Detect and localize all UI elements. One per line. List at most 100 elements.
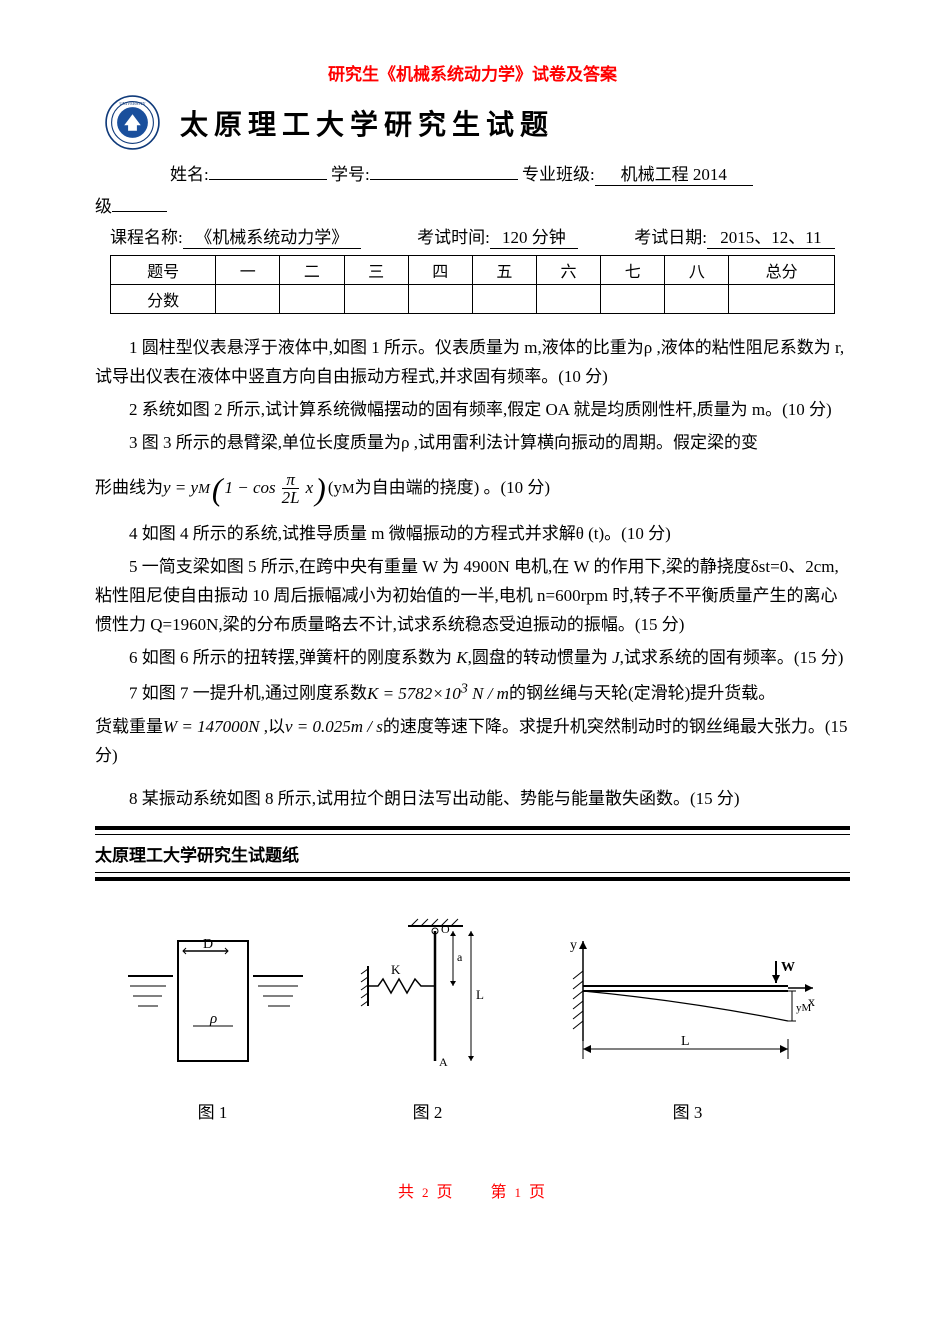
table-row: 题号 一 二 三 四 五 六 七 八 总分	[111, 256, 835, 285]
footer-total-label: 共	[398, 1184, 416, 1201]
duration-block: 考试时间:120 分钟	[417, 223, 578, 249]
td-blank[interactable]	[344, 285, 408, 314]
q6-K: K	[456, 648, 467, 667]
student-info-line: 姓名: 学号: 专业班级:机械工程 2014	[170, 160, 850, 186]
course-block: 课程名称:《机械系统动力学》	[110, 223, 361, 249]
figure-1: D ρ 图 1	[118, 921, 308, 1123]
ji-field[interactable]	[112, 211, 167, 212]
q8: 8 某振动系统如图 8 所示,试用拉个朗日法写出动能、势能与能量散失函数。(15…	[95, 785, 850, 814]
figure-3: y x W	[548, 931, 828, 1123]
duration-label: 考试时间:	[417, 228, 490, 247]
fig1-D: D	[203, 937, 213, 952]
id-label: 学号:	[331, 165, 370, 184]
q3b-prefix: 形曲线为	[95, 474, 163, 503]
q2: 2 系统如图 2 所示,试计算系统微幅摆动的固有频率,假定 OA 就是均质刚性杆…	[95, 396, 850, 425]
th-total: 总分	[729, 256, 834, 285]
fig2-A: A	[439, 1055, 448, 1069]
th-num: 题号	[111, 256, 216, 285]
doc-header: 研究生《机械系统动力学》试卷及答案	[95, 60, 850, 85]
exam-meta: 课程名称:《机械系统动力学》 考试时间:120 分钟 考试日期:2015、12、…	[95, 223, 850, 249]
f-lparen: (	[212, 462, 223, 516]
date-block: 考试日期:2015、12、11	[634, 223, 835, 249]
footer-cur-label: 第	[491, 1184, 509, 1201]
q7-exp: 3	[461, 680, 468, 696]
q6: 6 如图 6 所示的扭转摆,弹簧杆的刚度系数为 K,圆盘的转动惯量为 J,试求系…	[95, 644, 850, 673]
q7a: 7 如图 7 一提升机,通过刚度系数	[129, 684, 367, 703]
fig2-a: a	[457, 950, 463, 964]
figure-2: O A K a	[353, 911, 503, 1123]
td-blank[interactable]	[665, 285, 729, 314]
q3b-sub: M	[342, 477, 355, 501]
th-7: 七	[601, 256, 665, 285]
fig3-W: W	[781, 960, 795, 975]
id-field[interactable]	[370, 179, 518, 180]
q7-K-base: K = 5782×10	[367, 684, 461, 703]
fig2-K: K	[391, 962, 401, 977]
td-blank[interactable]	[536, 285, 600, 314]
td-blank[interactable]	[408, 285, 472, 314]
fig2-O: O	[441, 922, 450, 936]
q7-unit: N / m	[468, 684, 509, 703]
course-label: 课程名称:	[110, 228, 183, 247]
class-label: 专业班级:	[522, 165, 595, 184]
q7b: 的钢丝绳与天轮(定滑轮)提升货载。	[509, 684, 775, 703]
main-title: 太原理工大学研究生试题	[180, 103, 554, 143]
footer-total-num: 2	[422, 1185, 431, 1200]
th-5: 五	[472, 256, 536, 285]
td-score-label: 分数	[111, 285, 216, 314]
th-6: 六	[536, 256, 600, 285]
q6-J: J	[612, 648, 620, 667]
q5: 5 一简支梁如图 5 所示,在跨中央有重量 W 为 4900N 电机,在 W 的…	[95, 553, 850, 640]
fig3-svg: y x W	[548, 931, 828, 1081]
page: 研究生《机械系统动力学》试卷及答案 UNIVERSITY 太原理工大学研究生试题…	[0, 0, 945, 1242]
page-footer: 共 2 页 第 1 页	[95, 1178, 850, 1202]
university-seal-icon: UNIVERSITY	[105, 95, 160, 150]
f-rparen: )	[315, 462, 326, 516]
name-label: 姓名:	[170, 165, 209, 184]
fig1-caption: 图 1	[118, 1098, 308, 1123]
divider-icon	[95, 826, 850, 835]
score-table: 题号 一 二 三 四 五 六 七 八 总分 分数	[110, 255, 835, 314]
f-2L: 2L	[280, 489, 302, 506]
td-blank[interactable]	[729, 285, 834, 314]
questions: 1 圆柱型仪表悬浮于液体中,如图 1 所示。仪表质量为 m,液体的比重为ρ ,液…	[95, 334, 850, 814]
f-M: M	[198, 477, 210, 501]
q7: 7 如图 7 一提升机,通过刚度系数K = 5782×103 N / m的钢丝绳…	[95, 676, 850, 709]
q3b: 形曲线为 y = yM ( 1 − cos π 2L x ) (yM为自由端的挠…	[95, 462, 850, 516]
td-blank[interactable]	[216, 285, 280, 314]
td-blank[interactable]	[280, 285, 344, 314]
td-blank[interactable]	[472, 285, 536, 314]
name-field[interactable]	[209, 179, 327, 180]
fig3-yM: yM	[796, 1002, 812, 1014]
q3a: 3 图 3 所示的悬臂梁,单位长度质量为ρ ,试用雷利法计算横向振动的周期。假定…	[95, 429, 850, 458]
class-value: 机械工程 2014	[595, 160, 753, 186]
q6a: 6 如图 6 所示的扭转摆,弹簧杆的刚度系数为	[129, 648, 456, 667]
paper-label: 太原理工大学研究生试题纸	[95, 841, 850, 866]
footer-page-unit2: 页	[529, 1184, 547, 1201]
th-3: 三	[344, 256, 408, 285]
f-pi: π	[282, 471, 299, 489]
q3b-suffix2: 为自由端的挠度) 。(10 分)	[355, 474, 550, 503]
q7-line2: 货载重量W = 147000N ,以v = 0.025m / s的速度等速下降。…	[95, 713, 850, 771]
td-blank[interactable]	[601, 285, 665, 314]
th-2: 二	[280, 256, 344, 285]
q3b-suffix: (y	[328, 474, 342, 503]
fig3-y: y	[570, 938, 577, 953]
fig1-rho: ρ	[209, 1011, 217, 1027]
q7-v: v = 0.025m / s	[285, 717, 383, 736]
q4: 4 如图 4 所示的系统,试推导质量 m 微幅振动的方程式并求解θ (t)。(1…	[95, 520, 850, 549]
f-y: y = y	[163, 474, 198, 503]
duration-value: 120 分钟	[490, 223, 578, 249]
ji-line: 级	[95, 192, 850, 217]
th-1: 一	[216, 256, 280, 285]
date-label: 考试日期:	[634, 228, 707, 247]
svg-text:UNIVERSITY: UNIVERSITY	[119, 101, 146, 106]
q7-W: W = 147000N	[163, 717, 259, 736]
ji-label: 级	[95, 197, 112, 216]
fig3-caption: 图 3	[548, 1098, 828, 1123]
fig2-L: L	[476, 987, 484, 1002]
fig2-svg: O A K a	[353, 911, 503, 1081]
table-row: 分数	[111, 285, 835, 314]
title-row: UNIVERSITY 太原理工大学研究生试题	[95, 95, 850, 150]
footer-cur-num: 1	[515, 1185, 524, 1200]
